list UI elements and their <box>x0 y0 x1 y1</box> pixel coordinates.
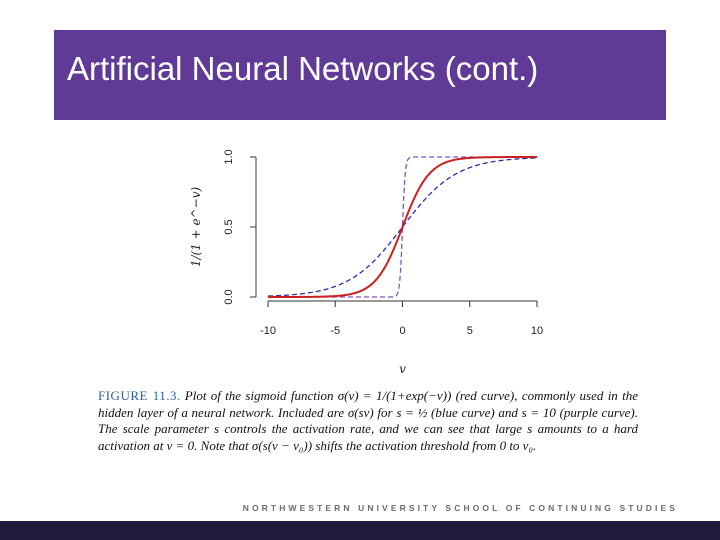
title-bar: Artificial Neural Networks (cont.) <box>54 30 666 120</box>
series-line-red <box>268 156 537 298</box>
y-axis-label: 1/(1 + e^−v) <box>189 187 203 268</box>
x-tick-label: 0 <box>399 325 405 337</box>
x-tick-label: 10 <box>531 325 543 337</box>
x-tick-label: -5 <box>330 325 340 337</box>
slide-title: Artificial Neural Networks (cont.) <box>67 50 539 87</box>
series-line-blue <box>267 157 538 297</box>
figure-caption-text: Plot of the sigmoid function σ(v) = 1/(1… <box>98 388 638 453</box>
y-tick-label: 0.0 <box>223 289 235 304</box>
x-axis-label: v <box>399 362 406 376</box>
x-tick-label: 5 <box>467 325 473 337</box>
y-tick-label: 1.0 <box>223 149 235 164</box>
bottom-bar <box>0 521 720 540</box>
y-tick-label: 0.5 <box>223 219 235 234</box>
university-footer: NORTHWESTERN UNIVERSITY SCHOOL OF CONTIN… <box>242 503 678 513</box>
figure-caption: FIGURE 11.3. Plot of the sigmoid function… <box>98 388 638 454</box>
x-tick-label: -10 <box>260 325 276 337</box>
sigmoid-chart: -10 -5 0 5 10 0.0 0.5 1.0 v 1/(1 + e^−v) <box>189 149 543 376</box>
figure-label: FIGURE 11.3. <box>98 388 181 403</box>
